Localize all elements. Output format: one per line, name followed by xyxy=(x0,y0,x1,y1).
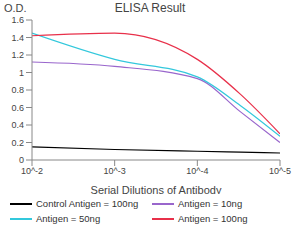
svg-text:1.4: 1.4 xyxy=(11,33,24,43)
svg-text:0.6: 0.6 xyxy=(11,103,24,113)
svg-text:0.8: 0.8 xyxy=(11,85,24,95)
html-text:ELISA Result: ELISA Result xyxy=(114,1,186,15)
html-text:Antigen = 100ng: Antigen = 100ng xyxy=(178,213,248,224)
svg-text:0: 0 xyxy=(19,155,24,165)
svg-text:10^-3: 10^-3 xyxy=(104,166,126,176)
svg-text:1: 1 xyxy=(19,68,24,78)
svg-text:10^-5: 10^-5 xyxy=(269,166,291,176)
svg-text:10^-2: 10^-2 xyxy=(21,166,43,176)
html-text:Control Antigen = 100ng: Control Antigen = 100ng xyxy=(36,198,139,209)
html-text:O.D.: O.D. xyxy=(4,2,27,14)
svg-text:0.2: 0.2 xyxy=(11,138,24,148)
svg-text:1.2: 1.2 xyxy=(11,50,24,60)
svg-text:Serial Dilutions of Antibody: Serial Dilutions of Antibody xyxy=(91,184,222,194)
svg-text:1.6: 1.6 xyxy=(11,16,24,25)
svg-text:0.4: 0.4 xyxy=(11,120,24,130)
html-text:Antigen = 10ng: Antigen = 10ng xyxy=(178,198,243,209)
svg-text:10^-4: 10^-4 xyxy=(186,166,208,176)
html-text:Antigen = 50ng: Antigen = 50ng xyxy=(36,213,101,224)
